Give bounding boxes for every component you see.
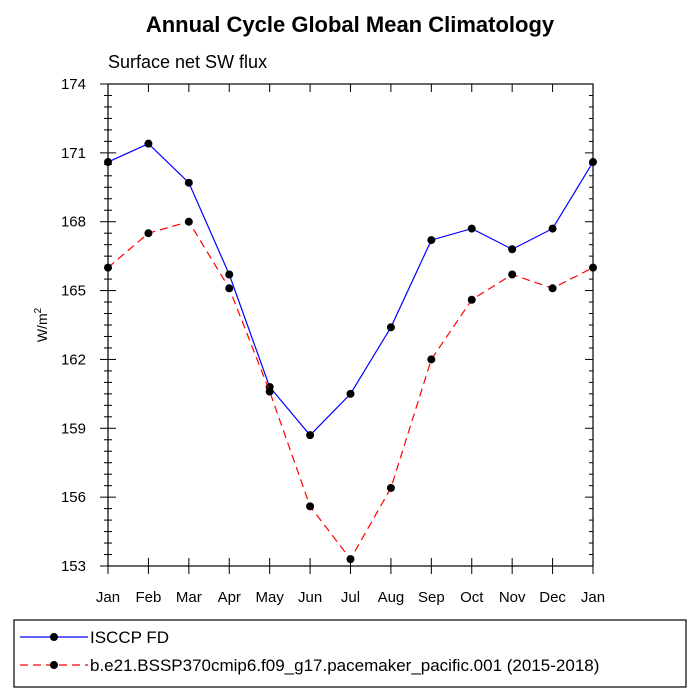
data-point	[508, 270, 517, 279]
data-point	[346, 389, 355, 398]
x-tick-label: Jun	[298, 589, 322, 606]
data-point	[144, 229, 153, 238]
data-point	[548, 224, 557, 233]
data-point	[346, 555, 355, 564]
data-point	[427, 236, 436, 245]
x-tick-label: Mar	[176, 589, 202, 606]
x-tick-label: Oct	[460, 589, 484, 606]
data-point	[427, 355, 436, 364]
data-point	[184, 217, 193, 226]
data-point	[386, 483, 395, 492]
data-point	[184, 178, 193, 187]
data-point	[508, 245, 517, 254]
x-tick-label: Aug	[378, 589, 405, 606]
chart-subtitle: Surface net SW flux	[108, 52, 267, 72]
y-axis-label: W/m2	[33, 307, 50, 342]
series-2	[104, 217, 597, 564]
data-point	[225, 270, 234, 279]
y-tick-label: 162	[61, 351, 86, 368]
legend-marker	[50, 633, 58, 641]
data-point	[589, 158, 597, 167]
x-tick-label: Jan	[581, 589, 605, 606]
data-point	[467, 295, 476, 304]
x-tick-label: Apr	[218, 589, 241, 606]
y-tick-label: 171	[61, 145, 86, 162]
y-tick-label: 153	[61, 558, 86, 575]
legend: ISCCP FD b.e21.BSSP370cmip6.f09_g17.pacem…	[13, 619, 687, 688]
y-tick-label: 159	[61, 420, 86, 437]
x-axis: Jan Feb Mar Apr May Jun Jul Aug Sep Oct Nov Dec Jan	[96, 84, 605, 606]
data-point	[104, 263, 112, 272]
x-tick-label: Sep	[418, 589, 445, 606]
series-1	[104, 139, 597, 440]
data-point	[104, 158, 112, 167]
x-tick-label: May	[255, 589, 284, 606]
plot-frame	[107, 83, 594, 567]
data-point	[306, 431, 315, 440]
data-point	[144, 139, 153, 148]
y-tick-label: 165	[61, 283, 86, 300]
legend-marker	[50, 661, 58, 669]
x-tick-label: Feb	[135, 589, 161, 606]
y-tick-label: 168	[61, 214, 86, 231]
data-point	[589, 263, 597, 272]
chart-title: Annual Cycle Global Mean Climatology	[146, 12, 555, 37]
y-tick-label: 156	[61, 489, 86, 506]
data-point	[306, 502, 315, 511]
x-tick-label: Jan	[96, 589, 120, 606]
x-tick-label: Nov	[499, 589, 526, 606]
legend-box	[13, 619, 687, 688]
plot-border	[107, 83, 594, 567]
x-tick-label: Dec	[539, 589, 566, 606]
legend-label: b.e21.BSSP370cmip6.f09_g17.pacemaker_pac…	[90, 656, 599, 675]
data-point	[265, 387, 274, 396]
data-point	[225, 284, 234, 293]
series-group	[104, 139, 597, 564]
legend-label: ISCCP FD	[90, 628, 169, 647]
data-point	[548, 284, 557, 293]
data-point	[467, 224, 476, 233]
y-tick-label: 174	[61, 76, 86, 93]
y-axis: 153 156 159 162 165 168 171 174	[61, 76, 593, 575]
x-tick-label: Jul	[341, 589, 360, 606]
data-point	[386, 323, 395, 332]
